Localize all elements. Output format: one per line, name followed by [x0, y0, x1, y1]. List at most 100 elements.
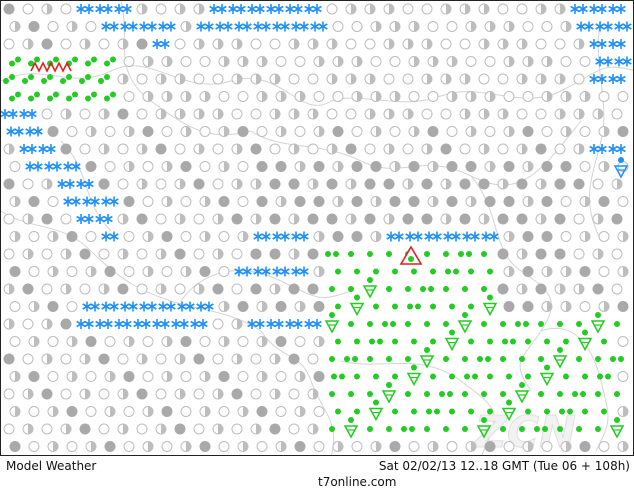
partly-cloudy-symbol: [237, 56, 249, 67]
rain-symbol: [506, 373, 512, 380]
overcast-symbol: [85, 336, 97, 347]
snow-symbol: [312, 319, 322, 329]
clear-sky-symbol: [136, 423, 148, 435]
clear-sky-symbol: [123, 441, 135, 452]
partly-cloudy-symbol: [41, 353, 53, 365]
clear-sky-symbol: [218, 406, 230, 417]
clear-sky-symbol: [193, 423, 205, 435]
partly-cloudy-symbol: [142, 266, 154, 277]
rain-symbol: [104, 74, 110, 80]
partly-cloudy-symbol: [408, 126, 420, 137]
rain-symbol: [424, 321, 430, 327]
rain-symbol: [500, 321, 506, 327]
snow-symbol: [76, 214, 86, 224]
overcast-symbol: [307, 213, 319, 225]
overcast-symbol: [408, 196, 420, 207]
clear-sky-symbol: [66, 266, 78, 277]
overcast-symbol: [370, 161, 382, 172]
rain-symbol: [405, 286, 411, 292]
overcast-symbol: [3, 178, 15, 190]
clear-sky-symbol: [383, 73, 395, 85]
rain-symbol: [458, 251, 464, 257]
snow-symbol: [266, 319, 276, 329]
rain-symbol: [352, 356, 358, 362]
partly-cloudy-symbol: [345, 3, 357, 15]
overcast-symbol: [256, 161, 268, 172]
partly-cloudy-symbol: [535, 3, 547, 15]
snow-symbol: [101, 231, 111, 242]
snow-symbol: [179, 319, 189, 329]
snow-symbol: [27, 109, 37, 119]
rain-symbol: [329, 391, 335, 397]
clear-sky-symbol: [212, 73, 224, 85]
clear-sky-symbol: [275, 56, 287, 67]
partly-cloudy-symbol: [142, 441, 154, 452]
clear-sky-symbol: [9, 301, 21, 312]
rain-symbol: [335, 268, 341, 275]
overcast-symbol: [9, 441, 21, 452]
partly-cloudy-symbol: [41, 3, 53, 15]
rain-shower-symbol: [368, 399, 384, 422]
partly-cloudy-symbol: [98, 108, 110, 120]
partly-cloudy-symbol: [307, 108, 319, 120]
clear-sky-symbol: [66, 301, 78, 312]
clear-sky-symbol: [579, 126, 591, 137]
partly-cloudy-symbol: [47, 231, 59, 242]
overcast-symbol: [307, 283, 319, 295]
partly-cloudy-symbol: [503, 231, 515, 242]
partly-cloudy-symbol: [218, 56, 230, 67]
clear-sky-symbol: [598, 91, 610, 102]
partly-cloudy-symbol: [364, 3, 376, 15]
partly-cloudy-symbol: [535, 213, 547, 225]
clear-sky-symbol: [85, 406, 97, 417]
partly-cloudy-symbol: [136, 353, 148, 365]
snow-symbol: [622, 56, 632, 67]
snow-symbol: [204, 301, 214, 312]
overcast-symbol: [250, 143, 262, 155]
clear-sky-symbol: [218, 91, 230, 102]
clear-sky-symbol: [199, 336, 211, 347]
rain-symbol: [348, 286, 354, 292]
rain-symbol: [34, 91, 40, 98]
rain-symbol: [386, 251, 392, 257]
partly-cloudy-symbol: [617, 441, 629, 452]
partly-cloudy-symbol: [326, 38, 338, 50]
rain-symbol: [515, 321, 521, 327]
rain-symbol: [468, 408, 474, 415]
rain-shower-symbol: [381, 382, 397, 404]
snow-symbol: [318, 21, 328, 32]
snow-symbol: [71, 196, 81, 207]
rain-symbol: [576, 426, 582, 432]
snow-symbol: [25, 161, 35, 172]
snow-symbol: [470, 231, 480, 242]
rain-symbol: [405, 356, 411, 362]
overcast-symbol: [446, 196, 458, 207]
partly-cloudy-symbol: [212, 248, 224, 260]
clear-sky-symbol: [199, 56, 211, 67]
partly-cloudy-symbol: [573, 38, 585, 50]
rain-symbol: [354, 268, 360, 275]
overcast-symbol: [155, 143, 167, 155]
rain-symbol: [329, 426, 335, 432]
clear-sky-symbol: [180, 406, 192, 417]
snow-symbol: [57, 179, 67, 189]
clear-sky-symbol: [535, 108, 547, 120]
clear-sky-symbol: [554, 38, 566, 50]
partly-cloudy-symbol: [142, 231, 154, 242]
overcast-symbol: [459, 178, 471, 190]
partly-cloudy-symbol: [573, 143, 585, 155]
clear-sky-symbol: [3, 213, 15, 225]
overcast-symbol: [383, 178, 395, 190]
overcast-symbol: [3, 353, 15, 365]
clear-sky-symbol: [117, 353, 129, 365]
partly-cloudy-symbol: [541, 56, 553, 67]
rain-shower-symbol: [514, 382, 530, 404]
snow-symbol: [578, 4, 588, 14]
partly-cloudy-symbol: [237, 406, 249, 417]
clear-sky-symbol: [3, 423, 15, 435]
rain-symbol: [557, 426, 563, 432]
clear-sky-symbol: [28, 266, 40, 277]
snow-symbol: [52, 161, 62, 172]
weather-map-canvas: ZCN: [1, 1, 633, 455]
partly-cloudy-symbol: [598, 126, 610, 137]
